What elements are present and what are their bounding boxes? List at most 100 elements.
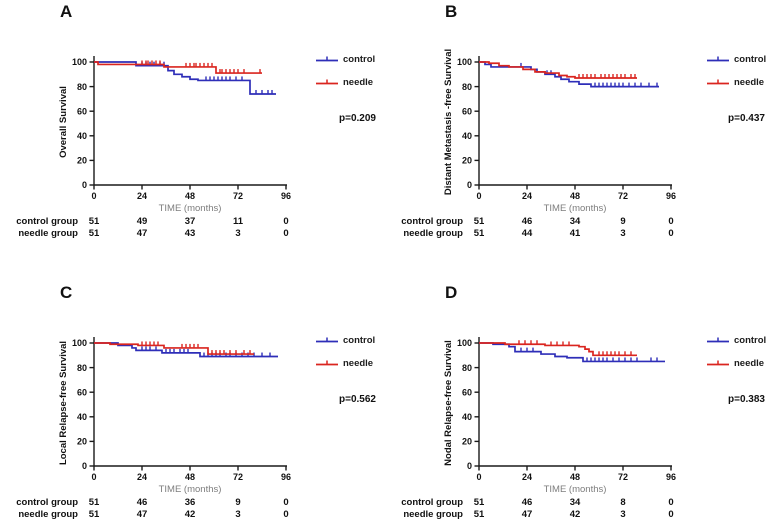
risk-row-label: needle group (18, 509, 78, 520)
risk-count: 0 (283, 228, 289, 239)
legend-label-needle: needle (734, 77, 765, 88)
panel-b: B 0 20 40 60 80 100 0 24 48 72 96 Distant Metastasi… (385, 0, 770, 243)
x-tick-label: 72 (618, 472, 628, 482)
legend-label-control: control (734, 335, 767, 346)
y-tick-label: 40 (77, 412, 87, 422)
risk-count: 3 (235, 228, 241, 239)
x-tick-label: 24 (137, 472, 147, 482)
x-tick-label: 0 (91, 472, 96, 482)
x-tick-label: 96 (666, 191, 676, 201)
risk-count: 42 (184, 509, 196, 520)
risk-count: 0 (668, 228, 674, 239)
risk-count: 41 (569, 228, 581, 239)
y-tick-label: 20 (462, 437, 472, 447)
x-tick-label: 0 (476, 472, 481, 482)
km-plot: 0 20 40 60 80 100 0 24 48 72 96 Local Relapse-free … (58, 337, 291, 482)
control-line-marker (707, 56, 729, 61)
y-tick-label: 40 (462, 412, 472, 422)
y-tick-label: 60 (77, 387, 87, 397)
risk-count: 51 (88, 228, 100, 239)
y-tick-label: 40 (77, 131, 87, 141)
risk-count: 42 (569, 509, 581, 520)
panel-a: A 0 20 40 60 80 100 0 24 48 72 96 Overall Survival … (0, 0, 385, 243)
x-tick-label: 24 (522, 191, 532, 201)
x-tick-label: 72 (618, 191, 628, 201)
risk-count: 3 (620, 509, 626, 520)
y-tick-label: 60 (462, 106, 472, 116)
p-value: p=0.562 (339, 394, 376, 405)
panel-letter: C (60, 283, 73, 302)
risk-count: 0 (668, 216, 674, 227)
legend-entry-control: control (707, 329, 766, 352)
x-axis-label: TIME (months) (158, 203, 222, 214)
y-tick-label: 100 (72, 338, 87, 348)
risk-count: 51 (473, 509, 485, 520)
legend: control needle (707, 329, 766, 375)
legend: control needle (316, 48, 375, 94)
needle-censor-ticks (578, 73, 636, 78)
risk-count: 9 (235, 497, 241, 508)
control-line-marker (707, 337, 729, 342)
x-axis-label: TIME (months) (158, 484, 222, 495)
needle-curve (94, 61, 262, 74)
panel-letter: D (445, 283, 458, 302)
needle-curve (479, 342, 637, 357)
needle-line-marker (707, 79, 729, 84)
y-tick-label: 80 (77, 82, 87, 92)
y-axis-label: Distant Metastasis -free Survival (443, 49, 454, 195)
y-tick-label: 100 (457, 57, 472, 67)
y-axis-label: Overall Survival (58, 86, 69, 158)
risk-count: 47 (136, 228, 148, 239)
needle-curve (479, 61, 637, 79)
x-tick-label: 96 (281, 191, 291, 201)
legend-entry-needle: needle (316, 352, 375, 375)
x-tick-label: 24 (137, 191, 147, 201)
risk-count: 36 (184, 497, 196, 508)
risk-row-label: needle group (403, 509, 463, 520)
control-curve (479, 61, 659, 88)
x-axis-label: TIME (months) (543, 203, 607, 214)
x-tick-label: 72 (233, 472, 243, 482)
risk-count: 51 (473, 216, 485, 227)
control-censor-ticks (520, 62, 658, 87)
numbers-at-risk-table: control group 51 46 34 8 0 needle group 51 47 42 3… (385, 281, 770, 524)
y-tick-label: 20 (462, 156, 472, 166)
risk-count: 47 (136, 509, 148, 520)
risk-count: 8 (620, 497, 626, 508)
risk-count: 37 (184, 216, 196, 227)
x-tick-label: 48 (185, 191, 195, 201)
legend-label-needle: needle (734, 358, 765, 369)
risk-count: 3 (235, 509, 241, 520)
control-curve (479, 342, 665, 363)
risk-row-label: control group (16, 216, 78, 227)
legend-entry-control: control (707, 48, 766, 71)
risk-count: 34 (569, 497, 581, 508)
needle-censor-ticks (518, 340, 632, 355)
needle-line-marker (316, 79, 338, 84)
legend-entry-needle: needle (316, 71, 375, 94)
risk-count: 9 (620, 216, 626, 227)
risk-count: 51 (473, 228, 485, 239)
risk-count: 51 (88, 216, 100, 227)
risk-row-label: control group (401, 216, 463, 227)
y-tick-label: 0 (82, 461, 87, 471)
needle-curve (94, 342, 254, 355)
y-axis-label: Nodal Relapse-free Survival (443, 340, 454, 466)
risk-count: 0 (283, 216, 289, 227)
km-plot: 0 20 40 60 80 100 0 24 48 72 96 Overall Survival (58, 56, 291, 201)
legend-entry-needle: needle (707, 352, 766, 375)
risk-count: 0 (668, 509, 674, 520)
numbers-at-risk-table: control group 51 46 34 9 0 needle group 51 44 41 3… (385, 0, 770, 243)
needle-censor-ticks (141, 341, 251, 354)
risk-count: 34 (569, 216, 581, 227)
x-tick-label: 0 (91, 191, 96, 201)
risk-count: 44 (521, 228, 533, 239)
panel-c: C 0 20 40 60 80 100 0 24 48 72 96 Local Relapse-fre… (0, 281, 385, 524)
risk-count: 51 (88, 509, 100, 520)
km-plot: 0 20 40 60 80 100 0 24 48 72 96 Nodal Relapse-free … (443, 337, 676, 482)
y-tick-label: 100 (72, 57, 87, 67)
x-tick-label: 96 (666, 472, 676, 482)
numbers-at-risk-table: control group 51 46 36 9 0 needle group 51 47 42 3… (0, 281, 385, 524)
risk-count: 11 (232, 216, 244, 227)
